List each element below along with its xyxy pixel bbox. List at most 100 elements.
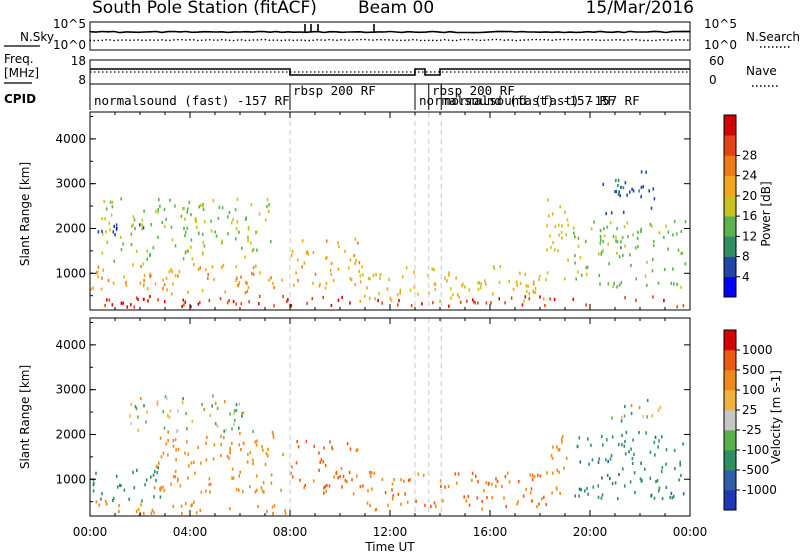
- cell-2-70: [238, 488, 240, 492]
- cell-5-54: [449, 287, 452, 291]
- cell-0-36: [377, 298, 379, 303]
- cell-2-79: [194, 471, 196, 475]
- cell-2-1: [235, 487, 238, 491]
- cell-0-3: [266, 509, 268, 513]
- power-tick-label-24: 24: [742, 169, 757, 183]
- cell-2-56: [232, 218, 234, 222]
- cell-7-19: [599, 282, 601, 286]
- cell-5-12: [400, 478, 402, 482]
- cell-2-86: [170, 225, 173, 229]
- cell-7-49: [670, 491, 673, 495]
- cell-1-10: [273, 286, 275, 290]
- cell-6-18: [563, 466, 565, 470]
- cell-2-95: [159, 436, 162, 440]
- cell-0-14: [180, 504, 183, 508]
- cell-7-41: [587, 492, 589, 496]
- cell-7-51: [649, 476, 652, 480]
- cell-7-4: [585, 266, 588, 270]
- cell-4-12: [319, 460, 321, 464]
- cell-2-20: [266, 205, 268, 209]
- cell-2-108: [247, 225, 250, 230]
- cell-2-81: [177, 447, 180, 451]
- cell-7-37: [600, 238, 602, 242]
- cell-2-63: [255, 443, 258, 447]
- cell-2-18: [271, 430, 274, 434]
- cell-5-50: [404, 492, 406, 496]
- cell-4-37: [349, 277, 352, 281]
- cell-2-100: [251, 249, 254, 253]
- cell-1-25: [112, 498, 114, 503]
- cell-5-45: [505, 505, 507, 509]
- cell-3-8: [130, 421, 132, 426]
- cell-7-17: [616, 240, 619, 244]
- cell-5-59: [527, 284, 529, 288]
- cell-2-127: [221, 239, 223, 243]
- cell-2-59: [208, 477, 211, 481]
- cell-2-36: [229, 451, 231, 455]
- cell-4-13: [312, 479, 315, 483]
- cell-1-21: [112, 281, 115, 285]
- cell-2-26: [254, 440, 256, 444]
- cell-2-16: [203, 220, 206, 224]
- cell-7-91: [590, 443, 592, 447]
- cell-6-4: [567, 223, 569, 227]
- cell-8-12: [624, 404, 626, 409]
- colorbar-segment-5: [724, 175, 736, 197]
- cell-4-24: [348, 470, 351, 475]
- cell-7-2: [677, 248, 680, 252]
- cell-8-3: [620, 185, 622, 189]
- cell-2-110: [215, 234, 218, 238]
- cell-5-37: [374, 508, 377, 512]
- cell-1-28: [125, 283, 128, 287]
- cell-5-18: [361, 273, 364, 277]
- cell-0-12: [111, 303, 114, 307]
- cell-8-5: [605, 212, 607, 216]
- cell-3-46: [238, 426, 240, 430]
- cell-2-128: [106, 240, 108, 244]
- cell-2-38: [218, 205, 221, 209]
- cell-7-52: [682, 492, 685, 496]
- cell-7-87: [613, 281, 615, 285]
- colorbar-segment-4: [724, 410, 736, 431]
- cell-2-87: [141, 227, 143, 231]
- cell-1-22: [159, 495, 162, 499]
- cell-6-14: [547, 198, 549, 202]
- cell-5-67: [435, 504, 437, 508]
- cell-1-11: [199, 266, 201, 270]
- cell-2-12: [175, 448, 177, 452]
- cell-2-46: [231, 476, 233, 480]
- cell-2-129: [183, 226, 185, 230]
- cell-3-35: [191, 419, 194, 423]
- cell-5-79: [488, 481, 490, 486]
- cell-7-86: [673, 282, 675, 286]
- cell-2-60: [201, 251, 204, 255]
- cell-7-62: [643, 467, 646, 471]
- cell-2-10: [152, 246, 155, 250]
- cell-5-34: [536, 505, 538, 509]
- cell-3-15: [140, 397, 142, 401]
- cell-4-12: [344, 249, 346, 253]
- cell-0-35: [232, 299, 235, 304]
- cell-3-13: [252, 429, 254, 433]
- cell-8-28: [615, 190, 618, 194]
- cell-8-2: [618, 190, 620, 194]
- cell-2-90: [255, 474, 258, 478]
- cell-7-38: [632, 233, 634, 237]
- cell-7-11: [656, 479, 659, 483]
- cell-5-63: [485, 481, 488, 485]
- cell-7-68: [649, 222, 652, 227]
- cell-5-45: [433, 282, 436, 286]
- cell-3-42: [129, 414, 131, 418]
- cell-1-15: [123, 488, 126, 492]
- cell-0-29: [510, 296, 513, 300]
- colorbar-segment-0: [724, 490, 736, 511]
- cell-2-1: [227, 215, 229, 219]
- cell-0-32: [190, 504, 192, 508]
- cell-7-8: [620, 240, 622, 244]
- cell-7-85: [600, 250, 603, 255]
- cell-0-1: [137, 297, 139, 301]
- cell-7-88: [597, 495, 600, 499]
- cell-3-40: [162, 410, 165, 414]
- cell-4-35: [297, 445, 300, 449]
- cell-2-27: [167, 438, 169, 442]
